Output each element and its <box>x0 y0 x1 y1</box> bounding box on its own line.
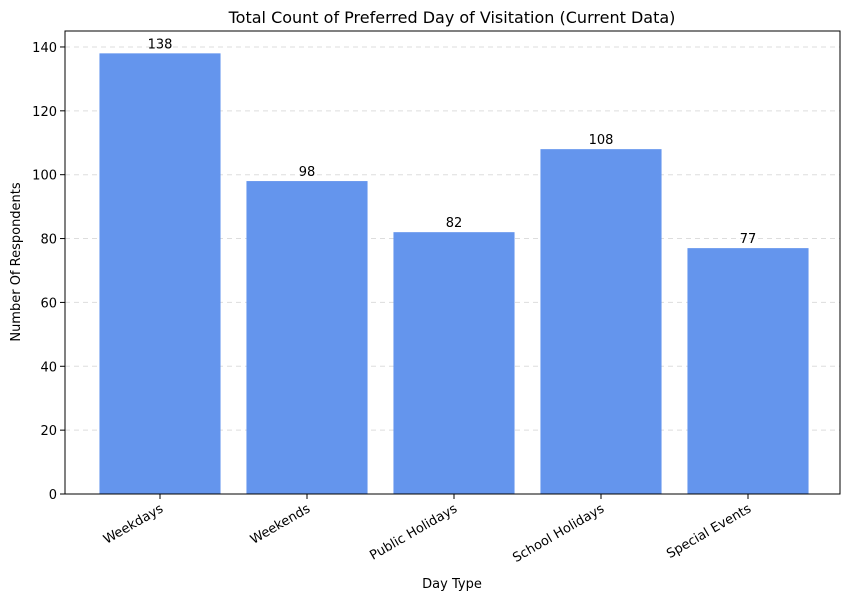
y-tick-label: 20 <box>40 424 57 439</box>
chart-title: Total Count of Preferred Day of Visitati… <box>228 8 676 27</box>
bar <box>246 181 368 494</box>
y-axis-title: Number Of Respondents <box>9 182 24 342</box>
bar <box>393 232 515 494</box>
bar <box>540 149 662 494</box>
y-tick-label: 140 <box>32 41 57 56</box>
bars <box>99 53 809 495</box>
data-label: 77 <box>740 232 757 247</box>
data-label: 138 <box>148 37 173 52</box>
x-tick-label: Weekdays <box>101 501 166 547</box>
y-tick-label: 0 <box>49 488 57 503</box>
y-axis-ticks: 0 20 40 60 80 100 120 140 <box>32 41 65 503</box>
y-tick-label: 40 <box>40 360 57 375</box>
bar <box>99 53 221 495</box>
y-tick-label: 120 <box>32 105 57 120</box>
bar <box>687 248 809 494</box>
x-tick-label: Weekends <box>248 501 313 547</box>
x-axis-title: Day Type <box>422 577 482 592</box>
y-tick-label: 100 <box>32 169 57 184</box>
x-tick-label: Public Holidays <box>367 501 460 563</box>
data-label: 108 <box>589 133 614 148</box>
data-labels: 138 98 82 108 77 <box>148 37 757 247</box>
data-label: 82 <box>446 216 463 231</box>
y-tick-label: 60 <box>40 296 57 311</box>
y-tick-label: 80 <box>40 233 57 248</box>
plot-frame <box>64 30 841 495</box>
x-tick-label: School Holidays <box>510 501 607 566</box>
x-tick-label: Special Events <box>664 501 754 562</box>
x-axis-ticks: Weekdays Weekends Public Holidays School Ho… <box>101 494 754 566</box>
data-label: 98 <box>299 165 316 180</box>
